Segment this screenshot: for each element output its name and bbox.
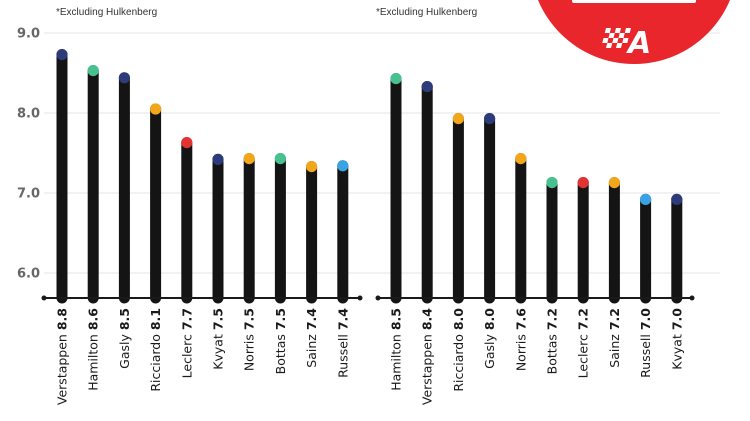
- brand-logo: A: [538, 0, 730, 64]
- driver-name: Russell: [638, 330, 653, 378]
- y-tick-label: 7.0: [17, 187, 40, 202]
- rating-value: 7.4: [304, 308, 319, 330]
- bar-marker: [640, 193, 652, 205]
- bar-marker: [87, 65, 99, 77]
- bar-marker: [306, 161, 318, 173]
- x-tick-label: Russell 7.0: [638, 308, 653, 378]
- driver-name: Sainz: [304, 330, 319, 368]
- bar-marker: [118, 72, 130, 84]
- axis-end-dot: [689, 295, 695, 301]
- axis-end-dot: [357, 295, 363, 301]
- rating-value: 7.2: [545, 308, 560, 330]
- driver-name: Leclerc: [179, 330, 194, 378]
- driver-name: Bottas: [545, 330, 560, 374]
- driver-name: Kvyat: [669, 330, 684, 370]
- rating-value: 8.1: [148, 308, 163, 330]
- bar-marker: [546, 177, 558, 189]
- x-tick-label: Ricciardo 8.0: [451, 308, 466, 392]
- bar-marker: [212, 153, 224, 165]
- driver-name: Norris: [242, 330, 257, 371]
- driver-name: Gasly: [482, 330, 497, 369]
- driver-name: Ricciardo: [451, 330, 466, 392]
- x-tick-label: Leclerc 7.2: [576, 308, 591, 378]
- checkered-flag-icon: [602, 28, 631, 48]
- y-tick-label: 8.0: [17, 107, 40, 122]
- x-tick-label: Russell 7.4: [335, 308, 350, 378]
- rating-value: 7.5: [242, 308, 257, 330]
- chart-panel-right: *Excluding Hulkenberg Hamilton 8.5 Verstap…: [375, 7, 695, 405]
- driver-name: Kvyat: [211, 330, 226, 370]
- bar-marker: [150, 103, 162, 115]
- x-tick-label: Hamilton 8.6: [86, 308, 101, 391]
- bar-marker: [421, 81, 433, 93]
- x-tick-label: Kvyat 7.5: [211, 308, 226, 370]
- axis-end-dot: [375, 295, 381, 301]
- x-tick-label: Ricciardo 8.1: [148, 308, 163, 392]
- rating-value: 7.2: [607, 308, 622, 330]
- rating-value: 7.5: [211, 308, 226, 330]
- driver-name: Hamilton: [86, 330, 101, 391]
- driver-name: Bottas: [273, 330, 288, 374]
- bar-marker: [56, 49, 68, 61]
- driver-name: Ricciardo: [148, 330, 163, 392]
- bar-marker: [452, 113, 464, 125]
- logo-badge: [538, 0, 730, 64]
- footnote: *Excluding Hulkenberg: [56, 7, 157, 18]
- bar-marker: [243, 153, 255, 165]
- x-tick-label: Leclerc 7.7: [179, 308, 194, 378]
- rating-value: 7.4: [335, 308, 350, 330]
- axis-end-dot: [41, 295, 47, 301]
- x-tick-label: Bottas 7.5: [273, 308, 288, 374]
- x-tick-label: Norris 7.6: [513, 308, 528, 371]
- rating-value: 7.0: [638, 308, 653, 330]
- rating-value: 8.5: [389, 308, 404, 330]
- logo-title-lettering: [572, 0, 696, 3]
- driver-name: Sainz: [607, 330, 622, 368]
- driver-name: Verstappen: [420, 330, 435, 405]
- driver-name: Leclerc: [576, 330, 591, 378]
- rating-value: 7.6: [513, 308, 528, 330]
- x-tick-label: Kvyat 7.0: [669, 308, 684, 370]
- rating-value: 8.0: [482, 308, 497, 330]
- x-tick-label: Bottas 7.2: [545, 308, 560, 374]
- rating-value: 7.5: [273, 308, 288, 330]
- rating-value: 7.7: [179, 308, 194, 330]
- footnote: *Excluding Hulkenberg: [376, 7, 477, 18]
- bar-marker: [577, 177, 589, 189]
- x-tick-label: Sainz 7.4: [304, 308, 319, 368]
- y-tick-label: 6.0: [17, 267, 40, 282]
- rating-value: 8.6: [86, 308, 101, 330]
- rating-value: 7.2: [576, 308, 591, 330]
- bar-marker: [608, 177, 621, 189]
- bar-marker: [390, 73, 402, 85]
- rating-value: 8.4: [420, 308, 435, 330]
- x-tick-label: Gasly 8.0: [482, 308, 497, 369]
- x-tick-label: Verstappen 8.8: [55, 308, 70, 405]
- driver-name: Russell: [335, 330, 350, 378]
- bar-marker: [484, 113, 496, 125]
- bar-marker: [274, 153, 286, 165]
- driver-name: Gasly: [117, 330, 132, 369]
- x-tick-label: Sainz 7.2: [607, 308, 622, 368]
- logo-letter: A: [626, 26, 651, 61]
- rating-value: 8.0: [451, 308, 466, 330]
- bar-marker: [181, 137, 193, 149]
- x-tick-label: Gasly 8.5: [117, 308, 132, 369]
- driver-name: Hamilton: [389, 330, 404, 391]
- rating-value: 8.8: [55, 308, 70, 330]
- x-tick-label: Norris 7.5: [242, 308, 257, 371]
- chart-panel-left: *Excluding Hulkenberg 6.0 7.0 8.0 9.0 Verstap…: [17, 7, 363, 405]
- x-tick-label: Verstappen 8.4: [420, 308, 435, 405]
- rating-value: 8.5: [117, 308, 132, 330]
- bar-marker: [337, 160, 349, 172]
- x-tick-label: Hamilton 8.5: [389, 308, 404, 391]
- bar-marker: [515, 153, 527, 165]
- driver-name: Norris: [513, 330, 528, 371]
- bar-marker: [671, 193, 683, 205]
- driver-name: Verstappen: [55, 330, 70, 405]
- y-tick-label: 9.0: [17, 27, 40, 42]
- rating-value: 7.0: [669, 308, 684, 330]
